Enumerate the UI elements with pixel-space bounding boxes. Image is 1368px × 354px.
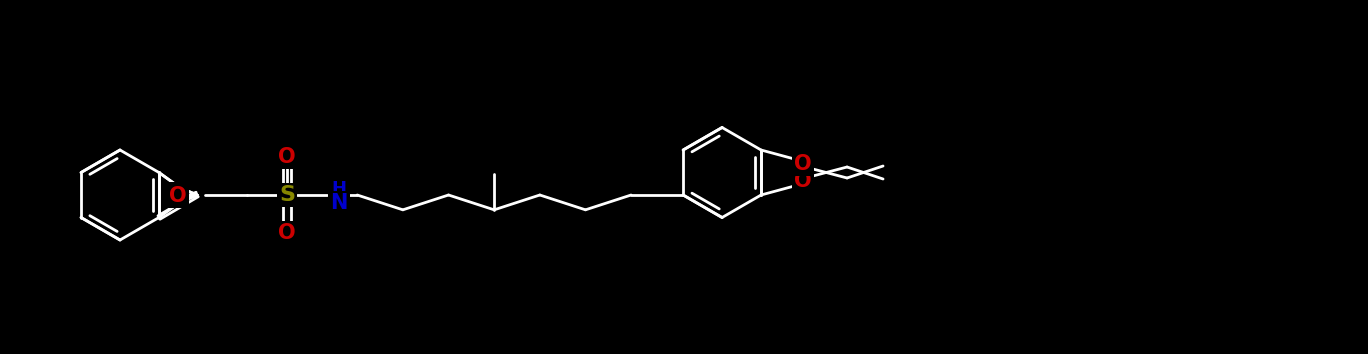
Text: N: N	[170, 184, 187, 204]
Text: N: N	[331, 193, 347, 213]
Text: S: S	[279, 185, 295, 205]
Text: O: O	[170, 186, 187, 206]
Text: O: O	[279, 147, 295, 167]
Text: O: O	[279, 223, 295, 243]
Text: O: O	[795, 154, 811, 174]
Text: O: O	[795, 171, 811, 191]
Text: H: H	[331, 180, 346, 198]
